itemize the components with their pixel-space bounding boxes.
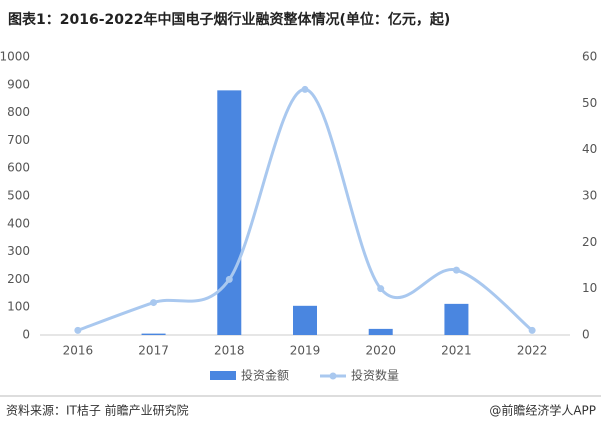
point xyxy=(150,299,157,306)
y-tick-label: 800 xyxy=(7,105,30,119)
y-tick-label: 100 xyxy=(7,300,30,314)
bar xyxy=(217,90,241,335)
y-tick-label: 200 xyxy=(7,272,30,286)
bar xyxy=(369,329,393,335)
bar xyxy=(444,304,468,335)
y2-tick-label: 10 xyxy=(582,281,597,295)
point xyxy=(377,285,384,292)
y-tick-label: 0 xyxy=(22,328,30,342)
point xyxy=(453,267,460,274)
y2-tick-label: 60 xyxy=(582,50,597,64)
x-tick-label: 2019 xyxy=(290,344,321,358)
x-tick-label: 2018 xyxy=(214,344,245,358)
point xyxy=(226,276,233,283)
x-tick-label: 2022 xyxy=(517,344,548,358)
y2-tick-label: 20 xyxy=(582,235,597,249)
y-tick-label: 700 xyxy=(7,133,30,147)
x-tick-label: 2017 xyxy=(138,344,169,358)
y2-tick-label: 50 xyxy=(582,96,597,110)
line xyxy=(78,89,532,330)
legend-label: 投资数量 xyxy=(351,368,399,383)
chart-title: 图表1：2016-2022年中国电子烟行业融资整体情况(单位：亿元，起) xyxy=(8,11,450,28)
x-tick-label: 2021 xyxy=(441,344,472,358)
y2-tick-label: 30 xyxy=(582,189,597,203)
x-tick-label: 2020 xyxy=(365,344,396,358)
bar xyxy=(142,334,166,335)
legend-swatch xyxy=(330,373,337,380)
y-tick-label: 900 xyxy=(7,77,30,91)
credit: @前瞻经济学人APP xyxy=(489,403,596,418)
y2-tick-label: 40 xyxy=(582,142,597,156)
bar xyxy=(293,306,317,335)
y-tick-label: 500 xyxy=(7,189,30,203)
x-tick-label: 2016 xyxy=(63,344,94,358)
source: 资料来源：IT桔子 前瞻产业研究院 xyxy=(6,403,189,418)
chart: 图表1：2016-2022年中国电子烟行业融资整体情况(单位：亿元，起) 资料来… xyxy=(0,0,601,430)
y-tick-label: 600 xyxy=(7,161,30,175)
point xyxy=(529,327,536,334)
point xyxy=(74,327,81,334)
point xyxy=(302,86,309,93)
legend-label: 投资金额 xyxy=(241,368,289,383)
y-tick-label: 1000 xyxy=(0,50,30,64)
y2-tick-label: 0 xyxy=(582,328,590,342)
y-tick-label: 300 xyxy=(7,244,30,258)
y-tick-label: 400 xyxy=(7,216,30,230)
legend-swatch xyxy=(210,371,236,380)
